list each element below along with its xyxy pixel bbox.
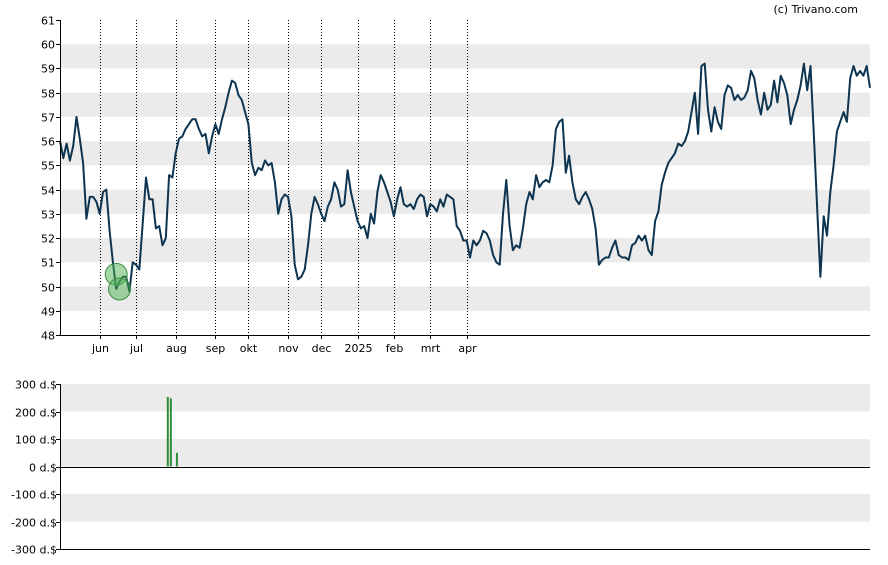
price-line-group (59, 62, 871, 293)
volume-tick-label: -100 d.$ (11, 489, 57, 502)
volume-tick-label: 100 d.$ (15, 434, 57, 447)
y-tick-label: 52 (41, 233, 55, 246)
y-tick-label: 48 (41, 330, 55, 343)
y-tick-label: 55 (41, 160, 55, 173)
volume-tick-label: -200 d.$ (11, 517, 57, 530)
volume-band (60, 439, 870, 467)
price-line (59, 62, 871, 293)
volume-bars (166, 396, 178, 467)
y-tick-label: 53 (41, 209, 55, 222)
price-band (60, 141, 870, 166)
x-tick-label: apr (458, 342, 477, 355)
volume-tick-label: 300 d.$ (15, 379, 57, 392)
x-tick-label: jun (91, 342, 109, 355)
x-tick-label: aug (166, 342, 187, 355)
x-tick-label: 2025 (345, 342, 373, 355)
x-tick-label: feb (386, 342, 404, 355)
x-tick-label: dec (312, 342, 332, 355)
volume-bar (169, 398, 172, 467)
price-chart-axes (60, 20, 870, 336)
price-markers (104, 262, 132, 301)
price-chart-y-ticks: 48 49 50 51 52 53 54 55 56 57 58 59 60 61 (41, 15, 60, 343)
y-tick-label: 56 (41, 136, 55, 149)
price-chart-x-ticks: jun jul aug sep okt nov dec 2025 feb mrt apr (91, 335, 477, 355)
volume-band (60, 384, 870, 412)
y-tick-label: 58 (41, 88, 55, 101)
y-tick-label: 49 (41, 306, 55, 319)
y-tick-label: 57 (41, 112, 55, 125)
y-tick-label: 60 (41, 39, 55, 52)
volume-tick-label: 200 d.$ (15, 407, 57, 420)
buy-marker (108, 277, 132, 301)
y-tick-label: 54 (41, 185, 55, 198)
price-band (60, 238, 870, 263)
volume-tick-label: 0 d.$ (29, 462, 57, 475)
price-band (60, 92, 870, 117)
x-tick-label: sep (206, 342, 225, 355)
credit-label: (c) Trivano.com (773, 3, 858, 16)
volume-tick-label: -300 d.$ (11, 544, 57, 557)
x-tick-label: okt (240, 342, 258, 355)
volume-bar (166, 396, 169, 467)
x-tick-label: jul (129, 342, 143, 355)
price-band (60, 286, 870, 311)
volume-chart-axes (60, 384, 870, 550)
x-tick-label: mrt (421, 342, 441, 355)
volume-bar (175, 452, 178, 467)
y-tick-label: 50 (41, 282, 55, 295)
price-band (60, 44, 870, 69)
price-band (60, 189, 870, 214)
y-tick-label: 59 (41, 63, 55, 76)
price-chart-bands (60, 44, 870, 311)
x-tick-label: nov (278, 342, 299, 355)
y-tick-label: 51 (41, 257, 55, 270)
y-tick-label: 61 (41, 15, 55, 28)
volume-band (60, 494, 870, 522)
volume-chart-y-ticks: 300 d.$ 200 d.$ 100 d.$ 0 d.$ -100 d.$ -200 d… (11, 379, 60, 557)
volume-chart-bands (60, 384, 870, 522)
